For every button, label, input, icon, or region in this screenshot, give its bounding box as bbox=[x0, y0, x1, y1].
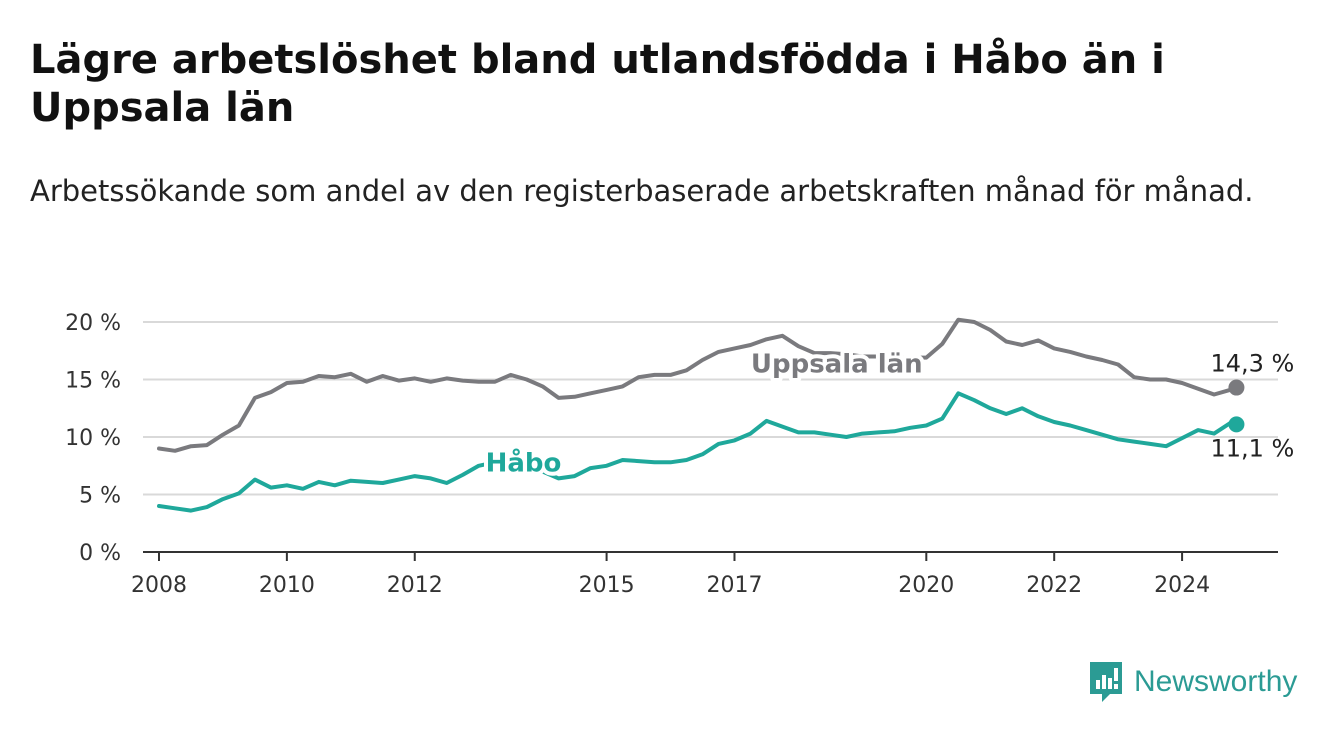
y-tick-label: 10 % bbox=[65, 426, 121, 451]
series-end-marker bbox=[1228, 379, 1245, 396]
series-lines bbox=[157, 317, 1245, 513]
series-line bbox=[157, 391, 1239, 513]
grid-lines bbox=[143, 321, 1278, 496]
brand-name: Newsworthy bbox=[1134, 665, 1298, 698]
line-chart: 0 %5 %10 %15 %20 % 2008 2010 2012 2015 2017 2… bbox=[65, 311, 1295, 598]
y-axis-ticks: 0 % 5 % 10 % 15 % 20 % bbox=[65, 311, 121, 566]
newsworthy-logo-icon bbox=[1090, 662, 1122, 702]
series-line bbox=[157, 317, 1239, 453]
y-tick-label: 20 % bbox=[65, 311, 121, 336]
chart-subtitle: Arbetssökande som andel av den registerb… bbox=[30, 174, 1254, 208]
brand-logo: Newsworthy bbox=[1088, 660, 1297, 704]
x-tick-label: 2022 bbox=[1026, 573, 1082, 598]
x-tick-label: 2024 bbox=[1154, 573, 1210, 598]
series-end-marker bbox=[1228, 416, 1245, 433]
series-name-label: Uppsala län bbox=[751, 350, 923, 380]
x-tick-label: 2012 bbox=[387, 573, 443, 598]
x-tick-label: 2020 bbox=[898, 573, 954, 598]
y-tick-label: 0 % bbox=[79, 541, 121, 566]
x-tick-label: 2015 bbox=[579, 573, 635, 598]
chart-title: Lägre arbetslöshet bland utlandsfödda i … bbox=[30, 37, 1165, 131]
y-tick-label: 15 % bbox=[65, 369, 121, 394]
series-end-label: 11,1 % bbox=[1210, 434, 1294, 462]
y-tick-label: 5 % bbox=[79, 484, 121, 509]
x-tick-label: 2008 bbox=[131, 573, 187, 598]
series-end-label: 14,3 % bbox=[1210, 350, 1294, 378]
x-tick-label: 2017 bbox=[706, 573, 762, 598]
x-tick-label: 2010 bbox=[259, 573, 315, 598]
series-labels: 14,3 % Uppsala län 11,1 % Håbo bbox=[482, 346, 1295, 483]
x-axis-ticks: 2008 2010 2012 2015 2017 2020 2022 2024 bbox=[131, 552, 1210, 598]
series-name-label: Håbo bbox=[486, 447, 562, 479]
